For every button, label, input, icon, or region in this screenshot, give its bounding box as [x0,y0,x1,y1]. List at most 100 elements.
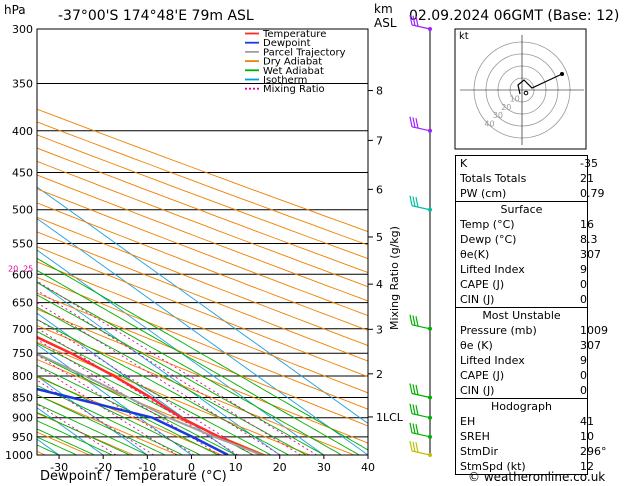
wet-adiabat-line [37,403,148,455]
index-key: EH [460,415,476,428]
legend-label: Parcel Trajectory [263,47,346,58]
wind-barb-feather [409,14,413,26]
wet-adiabat-line [37,306,307,455]
hodograph-ring-label: 10 [510,94,520,103]
wind-barb [409,440,432,457]
index-value: 0 [580,384,587,397]
legend-label: Temperature [262,29,326,40]
index-key: θe (K) [460,339,493,352]
index-row: CAPE (J) 0 [456,368,587,383]
legend-label: Mixing Ratio [263,84,325,95]
wet-adiabat-line [37,257,368,451]
height-km-label: 5 [376,231,383,244]
wind-barb [409,422,432,439]
index-row: PW (cm) 0.79 [456,186,605,201]
wind-barb-feather [409,116,413,127]
hodograph-trace [517,73,563,95]
index-value: -35 [580,157,598,170]
wind-barb [409,403,432,420]
wind-barb-dot [428,415,432,420]
wind-barbs [409,14,432,457]
index-value: 1009 [580,324,608,337]
index-key: CAPE (J) [460,278,505,291]
index-key: θe(K) [460,248,490,261]
x-tick-label: 30 [317,461,331,474]
wind-barb [409,195,432,212]
index-row: Dewp (°C) 8.3 [456,232,598,247]
x-tick-label: 10 [229,461,243,474]
wet-adiabat-line [37,318,289,455]
axes: 3003504004505005506006507007508008509009… [5,23,404,474]
wet-adiabat-line [37,384,183,455]
index-row: CIN (J) 0 [456,383,587,398]
wind-barb-feather [415,384,419,396]
mixing-ratio-line [37,280,317,455]
pressure-tick-label: 700 [12,323,33,336]
asl-label: ASL [374,16,397,30]
index-value: 296° [580,445,607,458]
legend-label: Dry Adiabat [263,57,322,68]
isotherm-line [37,375,148,455]
pressure-tick-label: 800 [12,370,33,383]
wind-barb-feather [412,315,416,326]
index-row: StmSpd (kt) 12 [456,459,594,474]
dry-adiabat-line [37,376,222,455]
index-key: Lifted Index [460,263,525,276]
hodograph-title: Hodograph [456,398,587,414]
most-unstable-title: Most Unstable [456,307,587,323]
legend-label: Dewpoint [263,38,311,49]
index-value: 12 [580,460,594,473]
mixing-ratio-line [37,289,301,455]
dry-adiabat-line [0,29,1,455]
wind-barb [409,14,432,31]
index-key: Pressure (mb) [460,324,537,337]
hodograph-endpoint [560,72,564,76]
wet-adiabat-line [37,331,272,455]
index-key: CAPE (J) [460,369,505,382]
index-row: Totals Totals 21 [456,171,594,186]
index-key: CIN (J) [460,293,495,306]
wind-barb-feather [415,316,419,327]
wind-barb [409,116,432,133]
pressure-tick-label: 550 [12,238,33,251]
index-row: StmDir 296° [456,444,607,459]
index-row: K -35 [456,156,598,171]
isotherm-line [37,344,192,455]
wind-barb-feather [412,196,416,207]
wind-barb-feather [409,314,413,325]
wind-barb-feather [412,404,416,415]
pressure-tick-label: 650 [12,297,33,310]
wind-barb [409,314,432,331]
isotherm-line [37,249,325,455]
dry-adiabat-line [37,231,368,362]
index-key: Lifted Index [460,354,525,367]
hodograph-ring-label: 30 [493,111,503,120]
isotherm-line [37,218,368,455]
hodograph-ring-label: 40 [484,120,494,129]
pressure-tick-label: 950 [12,431,33,444]
pressure-tick-label: 900 [12,412,33,425]
wet-adiabat-line [37,342,254,455]
index-value: 41 [580,415,594,428]
location-title: -37°00'S 174°48'E 79m ASL [58,8,254,24]
isotherm-line [37,281,280,455]
pressure-tick-label: 450 [12,167,33,180]
height-km-label: 4 [376,278,383,291]
pressure-tick-label: 750 [12,347,33,360]
index-value: 0 [580,278,587,291]
wet-adiabat-line [37,282,342,455]
legend-label: Isotherm [263,75,307,86]
height-km-label: 8 [376,85,383,98]
legend-label: Wet Adiabat [263,66,324,77]
x-tick-label: 0 [188,461,195,474]
wind-barb [409,383,432,400]
x-tick-label: 20 [273,461,287,474]
wind-barb-feather [415,118,419,129]
wind-barb-feather [412,441,416,452]
pressure-tick-label: 1000 [5,449,33,462]
index-row: SREH 10 [456,429,594,444]
hodograph-frame [454,28,587,150]
index-value: 16 [580,218,594,231]
